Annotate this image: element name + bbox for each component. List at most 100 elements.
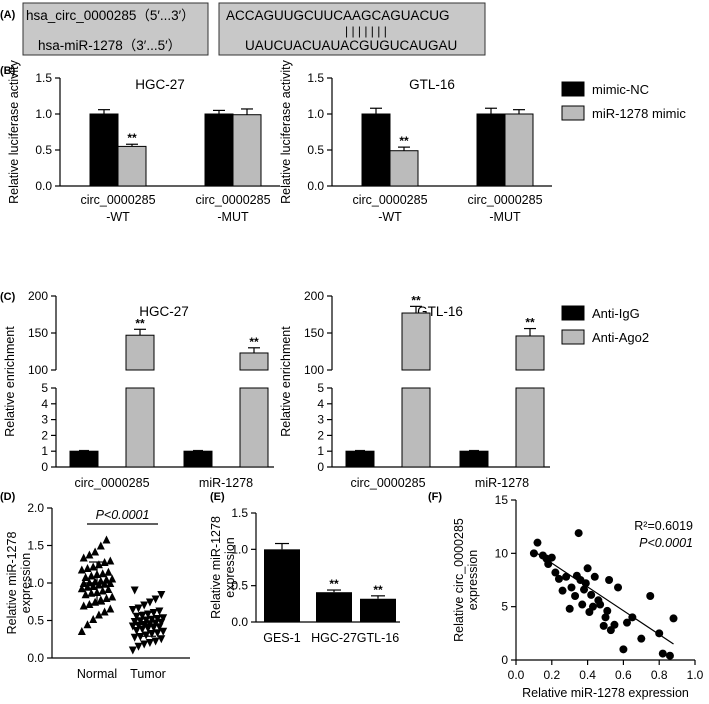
panel-c-label: (C) [0, 291, 16, 303]
chartB2-bar [476, 113, 506, 187]
chart-f-point [622, 618, 631, 627]
chart-f-point [603, 606, 612, 615]
chartC2-lower-y-tick-label: 1 [317, 444, 324, 458]
chart-e-y-title-2: expression [223, 537, 237, 597]
chartC1-y-title: Relative enrichment [3, 326, 17, 437]
circ-name: hsa_circ_0000285（5′...3′） [26, 8, 195, 23]
chartC2-significance: ** [525, 316, 535, 330]
chartC1-x-label: circ_0000285 [74, 476, 149, 490]
chart-b-gtl16: 0.0 0.5 1.0 1.5 GTL-16 Relative luciferase ac… [279, 59, 552, 224]
chart-d-point [87, 588, 96, 597]
chartB1-x-label: -MUT [217, 210, 249, 224]
chart-f: 0 5 10 15 0.0 0.2 0.4 0.6 0.8 1.0 Relative miR-127… [452, 493, 704, 700]
chart-d-point [108, 592, 117, 601]
chart-e-y-tick-label: 0.0 [231, 615, 248, 629]
chart-d-point [87, 571, 96, 580]
chart-d-point [83, 620, 92, 629]
chartC2-y-title: Relative enrichment [279, 326, 293, 437]
chart-f-point [581, 579, 590, 588]
chart-d-point [157, 591, 166, 599]
chart-d-point [134, 604, 143, 613]
chart-f-point [558, 586, 567, 595]
chartC1-lower-y-tick-label: 2 [41, 428, 48, 442]
chart-d-x-label: Normal [77, 667, 117, 681]
chart-f-point [574, 529, 583, 538]
chartC2-x-label: miR-1278 [475, 476, 529, 490]
chart-d: 0.0 0.5 1.0 1.5 2.0 Relative miR-1278 expressi… [5, 501, 190, 681]
chart-f-point [601, 613, 610, 622]
chart-d-point [85, 550, 94, 559]
chart-d-p-value: P<0.0001 [96, 508, 150, 522]
chart-f-x-title: Relative miR-1278 expression [522, 686, 689, 700]
chart-d-y-title-1: Relative miR-1278 [5, 532, 19, 635]
chart-f-point [533, 538, 542, 547]
legendB-entry: miR-1278 mimic [592, 106, 686, 121]
chart-d-point [104, 567, 113, 576]
chart-d-point [81, 573, 90, 581]
chart-e-x-label: HGC-27 [311, 631, 357, 645]
legendC-entry: Anti-Ago2 [592, 330, 649, 345]
chart-f-point [646, 592, 655, 600]
chart-d-point [130, 586, 139, 595]
chart-e-bar [360, 598, 396, 622]
chart-e-x-label: GTL-16 [357, 631, 399, 645]
chart-f-x-tick-label: 0.2 [543, 668, 560, 682]
chart-f-y-tick-label: 15 [495, 493, 509, 507]
chartB2-x-label: circ_0000285 [467, 193, 542, 207]
chart-e-y-tick-label: 1.0 [231, 542, 248, 556]
chart-d-point [104, 585, 113, 593]
chart-f-point [596, 600, 605, 609]
chart-f-point [571, 592, 580, 600]
chart-f-y-tick-label: 5 [501, 600, 508, 614]
chart-e-bar [264, 549, 300, 622]
legendC-entry: Anti-IgG [592, 306, 640, 321]
chart-d-point [157, 635, 166, 644]
chart-f-fit-line [533, 550, 674, 645]
chartC2-lower-y-tick-label: 4 [317, 397, 324, 411]
chart-f-point [665, 651, 674, 660]
chart-d-point [108, 574, 117, 583]
chart-f-y-tick-label: 0 [501, 653, 508, 667]
chart-d-point [77, 565, 86, 574]
chartB1-significance: ** [127, 131, 137, 145]
chart-f-point [619, 645, 628, 654]
chart-e-y-tick-label: 0.5 [231, 579, 248, 593]
chartC1-lower-y-tick-label: 0 [41, 460, 48, 474]
chartB2-bar [389, 150, 419, 187]
chart-d-point [132, 612, 141, 621]
chartB1-y-tick-label: 0.0 [35, 179, 52, 193]
chart-d-point [96, 595, 105, 604]
chart-f-point [588, 602, 597, 611]
chart-d-y-tick-label: 1.5 [27, 539, 44, 553]
chartB1-x-label: circ_0000285 [80, 193, 155, 207]
chartC2-lower-y-tick-label: 3 [317, 413, 324, 427]
chart-f-r2: R²=0.6019 [634, 519, 693, 533]
chartB1-y-tick-label: 0.5 [35, 143, 52, 157]
chartC1-significance: ** [249, 335, 259, 349]
chartB2-y-tick-label: 1.5 [307, 71, 324, 85]
chartB1-bar [89, 113, 119, 187]
chartB2-y-title: Relative luciferase activity [279, 59, 293, 204]
chartC2-significance: ** [411, 293, 421, 307]
chart-e-y-title-1: Relative miR-1278 [209, 516, 223, 619]
chart-f-point [583, 564, 592, 573]
chart-f-point [565, 604, 574, 613]
chart-d-point [89, 615, 98, 623]
chart-d-point [77, 627, 86, 635]
chartC1-bar-lower [239, 387, 269, 468]
panel-a-label: (A) [0, 9, 16, 21]
chart-d-point [130, 633, 139, 642]
chart-d-point [106, 556, 115, 565]
chartC2-lower-y-tick-label: 0 [317, 460, 324, 474]
chartC2-upper-y-tick-label: 150 [304, 326, 324, 340]
chart-f-x-tick-label: 1.0 [687, 668, 704, 682]
chart-f-point [637, 634, 646, 643]
chart-d-point [140, 601, 149, 610]
chartC2-upper-y-tick-label: 200 [304, 289, 324, 303]
chart-e-bar [316, 592, 352, 622]
chart-d-y-title-2: expression [19, 553, 33, 613]
chart-d-point [98, 569, 107, 578]
chart-d-y-tick-label: 2.0 [27, 501, 44, 515]
chart-f-y-title-1: Relative circ_0000285 [452, 518, 466, 642]
